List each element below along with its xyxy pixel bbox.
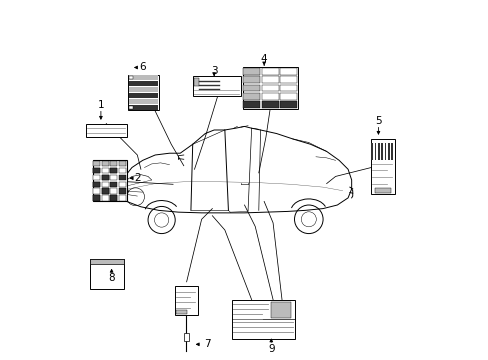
- Bar: [110, 175, 117, 180]
- Bar: [93, 181, 100, 187]
- Bar: [192, 76, 241, 96]
- Bar: [119, 181, 125, 187]
- Bar: [382, 143, 384, 160]
- Bar: [93, 181, 100, 187]
- Bar: [102, 188, 109, 194]
- Bar: [262, 68, 278, 75]
- Bar: [93, 168, 100, 173]
- Bar: [110, 188, 117, 194]
- Bar: [280, 101, 297, 108]
- Bar: [119, 188, 125, 194]
- Bar: [262, 93, 278, 100]
- Bar: [242, 67, 298, 109]
- Bar: [381, 143, 382, 160]
- Bar: [386, 143, 387, 160]
- Bar: [175, 286, 198, 315]
- Bar: [129, 81, 157, 86]
- Bar: [102, 188, 109, 194]
- Bar: [262, 85, 278, 91]
- Bar: [262, 101, 278, 108]
- Bar: [243, 101, 260, 108]
- Bar: [110, 168, 117, 173]
- Bar: [231, 300, 294, 339]
- Text: 7: 7: [203, 339, 210, 349]
- Bar: [194, 78, 199, 86]
- Bar: [372, 143, 374, 160]
- Bar: [129, 75, 157, 80]
- Bar: [110, 161, 117, 166]
- Bar: [90, 258, 124, 264]
- Bar: [128, 75, 159, 111]
- Bar: [110, 195, 117, 201]
- Bar: [377, 143, 379, 160]
- Text: 2: 2: [134, 173, 141, 183]
- Bar: [243, 93, 260, 100]
- Bar: [102, 175, 109, 180]
- Bar: [389, 143, 390, 160]
- Bar: [110, 168, 117, 173]
- Bar: [176, 310, 186, 314]
- Bar: [280, 93, 297, 100]
- Bar: [102, 195, 109, 201]
- Bar: [102, 161, 109, 166]
- Bar: [102, 181, 109, 187]
- Bar: [243, 68, 260, 75]
- Bar: [85, 123, 126, 137]
- Bar: [102, 175, 109, 180]
- Bar: [280, 76, 297, 83]
- Bar: [102, 168, 109, 173]
- Bar: [119, 168, 125, 173]
- Bar: [384, 143, 386, 160]
- Bar: [110, 181, 117, 187]
- Bar: [93, 168, 100, 173]
- Bar: [119, 175, 125, 180]
- Bar: [183, 333, 189, 341]
- Bar: [93, 160, 126, 202]
- Bar: [262, 76, 278, 83]
- Bar: [379, 143, 381, 160]
- Text: 5: 5: [374, 116, 381, 126]
- Bar: [376, 143, 377, 160]
- Bar: [374, 143, 376, 160]
- Bar: [392, 143, 394, 160]
- Bar: [93, 161, 100, 166]
- Bar: [129, 87, 157, 92]
- Bar: [129, 99, 157, 104]
- Bar: [129, 76, 133, 79]
- Bar: [93, 195, 100, 201]
- Bar: [119, 195, 125, 201]
- Bar: [129, 106, 133, 109]
- Bar: [280, 85, 297, 91]
- Bar: [374, 188, 390, 193]
- Bar: [110, 195, 117, 201]
- Bar: [243, 85, 260, 91]
- Bar: [280, 68, 297, 75]
- Text: 6: 6: [139, 63, 146, 72]
- Bar: [243, 76, 260, 83]
- Bar: [93, 188, 100, 194]
- Text: 3: 3: [210, 66, 217, 76]
- Bar: [119, 161, 125, 166]
- Bar: [390, 143, 392, 160]
- Bar: [93, 175, 100, 180]
- Bar: [129, 105, 157, 110]
- Text: 9: 9: [267, 343, 274, 354]
- Bar: [90, 258, 124, 289]
- Text: 4: 4: [260, 54, 267, 64]
- Bar: [387, 143, 389, 160]
- Bar: [370, 143, 372, 160]
- Text: 8: 8: [108, 273, 115, 283]
- Text: 1: 1: [98, 100, 104, 110]
- Bar: [93, 195, 100, 201]
- Bar: [129, 93, 157, 98]
- Bar: [370, 139, 394, 194]
- Bar: [270, 302, 290, 318]
